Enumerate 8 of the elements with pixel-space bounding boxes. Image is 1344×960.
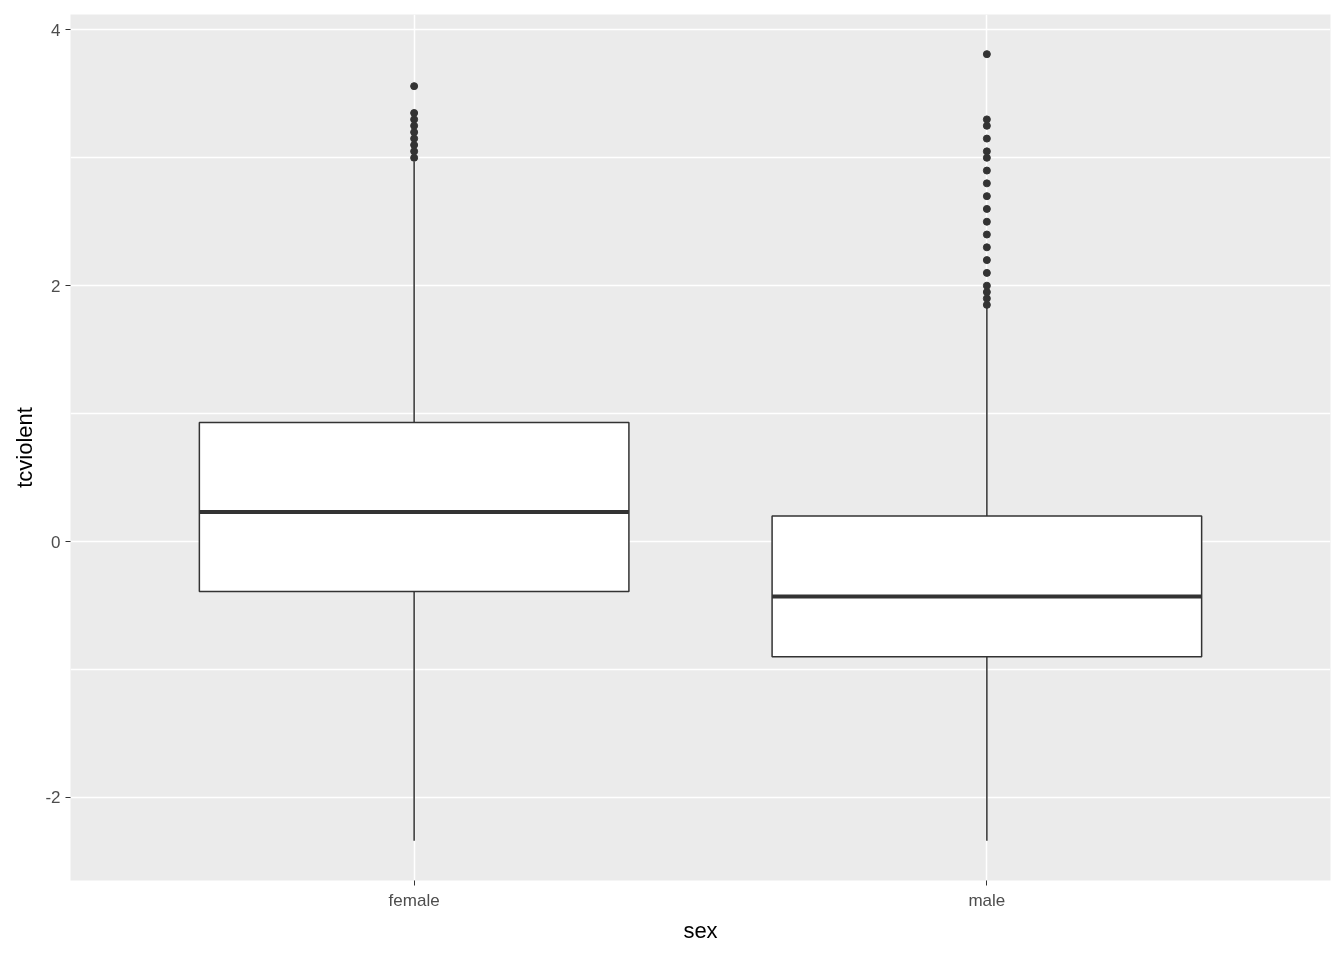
y-tick-label: 2 <box>51 276 61 296</box>
y-tick-label: 0 <box>51 532 61 552</box>
y-tick-label: 4 <box>51 20 61 40</box>
x-tick-label: female <box>388 890 440 910</box>
x-tick-label: male <box>968 890 1006 910</box>
x-axis-title: sex <box>683 917 718 943</box>
y-axis-title: tcviolent <box>12 407 38 488</box>
y-tick-label: -2 <box>45 788 61 808</box>
